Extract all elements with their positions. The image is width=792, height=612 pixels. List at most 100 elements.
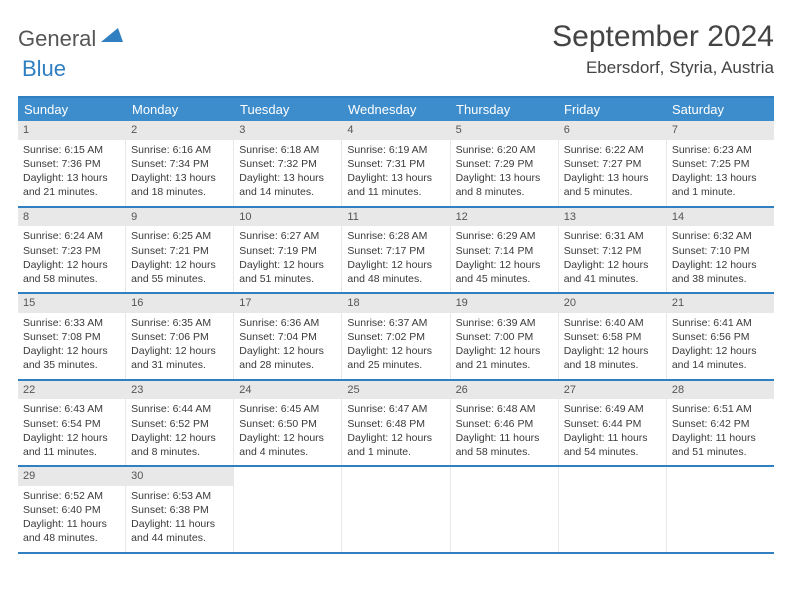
- daylight-text: Daylight: 12 hours and 25 minutes.: [347, 344, 444, 372]
- sunrise-text: Sunrise: 6:27 AM: [239, 229, 336, 243]
- daylight-text: Daylight: 13 hours and 11 minutes.: [347, 171, 444, 199]
- sunrise-text: Sunrise: 6:41 AM: [672, 316, 769, 330]
- sunset-text: Sunset: 7:25 PM: [672, 157, 769, 171]
- day-cell: 30Sunrise: 6:53 AMSunset: 6:38 PMDayligh…: [126, 467, 234, 552]
- day-cell: 26Sunrise: 6:48 AMSunset: 6:46 PMDayligh…: [451, 381, 559, 466]
- day-cell: 16Sunrise: 6:35 AMSunset: 7:06 PMDayligh…: [126, 294, 234, 379]
- sunset-text: Sunset: 7:04 PM: [239, 330, 336, 344]
- daylight-text: Daylight: 12 hours and 11 minutes.: [23, 431, 120, 459]
- sunset-text: Sunset: 7:34 PM: [131, 157, 228, 171]
- daylight-text: Daylight: 12 hours and 51 minutes.: [239, 258, 336, 286]
- sunset-text: Sunset: 7:23 PM: [23, 244, 120, 258]
- daylight-text: Daylight: 12 hours and 41 minutes.: [564, 258, 661, 286]
- daylight-text: Daylight: 11 hours and 51 minutes.: [672, 431, 769, 459]
- sunset-text: Sunset: 7:06 PM: [131, 330, 228, 344]
- daylight-text: Daylight: 11 hours and 48 minutes.: [23, 517, 120, 545]
- weekday-thu: Thursday: [450, 98, 558, 121]
- sunset-text: Sunset: 6:50 PM: [239, 417, 336, 431]
- day-number: 18: [342, 294, 449, 313]
- day-number: 15: [18, 294, 125, 313]
- weekday-sun: Sunday: [18, 98, 126, 121]
- day-number: 10: [234, 208, 341, 227]
- sunrise-text: Sunrise: 6:40 AM: [564, 316, 661, 330]
- day-cell: 7Sunrise: 6:23 AMSunset: 7:25 PMDaylight…: [667, 121, 774, 206]
- sunset-text: Sunset: 6:44 PM: [564, 417, 661, 431]
- day-number: 5: [451, 121, 558, 140]
- day-number: 9: [126, 208, 233, 227]
- daylight-text: Daylight: 11 hours and 44 minutes.: [131, 517, 228, 545]
- sunset-text: Sunset: 7:17 PM: [347, 244, 444, 258]
- day-cell: 20Sunrise: 6:40 AMSunset: 6:58 PMDayligh…: [559, 294, 667, 379]
- day-number: 17: [234, 294, 341, 313]
- week-row: 29Sunrise: 6:52 AMSunset: 6:40 PMDayligh…: [18, 467, 774, 554]
- day-number: 1: [18, 121, 125, 140]
- sunset-text: Sunset: 7:27 PM: [564, 157, 661, 171]
- sunset-text: Sunset: 7:29 PM: [456, 157, 553, 171]
- day-cell: 9Sunrise: 6:25 AMSunset: 7:21 PMDaylight…: [126, 208, 234, 293]
- daylight-text: Daylight: 12 hours and 14 minutes.: [672, 344, 769, 372]
- day-number: 14: [667, 208, 774, 227]
- sunrise-text: Sunrise: 6:33 AM: [23, 316, 120, 330]
- daylight-text: Daylight: 12 hours and 38 minutes.: [672, 258, 769, 286]
- day-cell: 11Sunrise: 6:28 AMSunset: 7:17 PMDayligh…: [342, 208, 450, 293]
- sunset-text: Sunset: 7:02 PM: [347, 330, 444, 344]
- sunset-text: Sunset: 7:00 PM: [456, 330, 553, 344]
- daylight-text: Daylight: 13 hours and 14 minutes.: [239, 171, 336, 199]
- day-number: 26: [451, 381, 558, 400]
- day-number: 4: [342, 121, 449, 140]
- daylight-text: Daylight: 12 hours and 4 minutes.: [239, 431, 336, 459]
- daylight-text: Daylight: 11 hours and 54 minutes.: [564, 431, 661, 459]
- weekday-wed: Wednesday: [342, 98, 450, 121]
- day-cell: 1Sunrise: 6:15 AMSunset: 7:36 PMDaylight…: [18, 121, 126, 206]
- sunrise-text: Sunrise: 6:36 AM: [239, 316, 336, 330]
- sunset-text: Sunset: 7:31 PM: [347, 157, 444, 171]
- day-number: 6: [559, 121, 666, 140]
- day-number: 29: [18, 467, 125, 486]
- daylight-text: Daylight: 13 hours and 5 minutes.: [564, 171, 661, 199]
- day-cell: 18Sunrise: 6:37 AMSunset: 7:02 PMDayligh…: [342, 294, 450, 379]
- sunrise-text: Sunrise: 6:25 AM: [131, 229, 228, 243]
- week-row: 22Sunrise: 6:43 AMSunset: 6:54 PMDayligh…: [18, 381, 774, 468]
- sunrise-text: Sunrise: 6:52 AM: [23, 489, 120, 503]
- day-cell: .: [667, 467, 774, 552]
- sunset-text: Sunset: 6:52 PM: [131, 417, 228, 431]
- day-number: 22: [18, 381, 125, 400]
- sunset-text: Sunset: 7:32 PM: [239, 157, 336, 171]
- day-cell: 15Sunrise: 6:33 AMSunset: 7:08 PMDayligh…: [18, 294, 126, 379]
- logo: General: [18, 20, 125, 52]
- week-row: 1 Sunrise: 6:15 AMSunset: 7:36 PM Daylight…: [18, 121, 774, 208]
- daylight-text: Daylight: 12 hours and 48 minutes.: [347, 258, 444, 286]
- daylight-text: Daylight: 12 hours and 28 minutes.: [239, 344, 336, 372]
- sunrise-text: Sunrise: 6:19 AM: [347, 143, 444, 157]
- logo-word1: General: [18, 26, 96, 52]
- daylight-text: Daylight: 12 hours and 18 minutes.: [564, 344, 661, 372]
- daylight-text: Daylight: 12 hours and 58 minutes.: [23, 258, 120, 286]
- calendar: Sunday Monday Tuesday Wednesday Thursday…: [18, 96, 774, 554]
- sunset-text: Sunset: 7:36 PM: [23, 157, 120, 171]
- day-cell: 22Sunrise: 6:43 AMSunset: 6:54 PMDayligh…: [18, 381, 126, 466]
- sunrise-text: Sunrise: 6:15 AM: [23, 143, 120, 157]
- sunset-text: Sunset: 6:58 PM: [564, 330, 661, 344]
- sunset-text: Sunset: 6:56 PM: [672, 330, 769, 344]
- week-row: 8Sunrise: 6:24 AMSunset: 7:23 PMDaylight…: [18, 208, 774, 295]
- sunrise-text: Sunrise: 6:53 AM: [131, 489, 228, 503]
- day-number: 23: [126, 381, 233, 400]
- sunrise-text: Sunrise: 6:43 AM: [23, 402, 120, 416]
- day-number: 3: [234, 121, 341, 140]
- sunrise-text: Sunrise: 6:23 AM: [672, 143, 769, 157]
- sunrise-text: Sunrise: 6:16 AM: [131, 143, 228, 157]
- daylight-text: Daylight: 12 hours and 45 minutes.: [456, 258, 553, 286]
- day-cell: .: [559, 467, 667, 552]
- weekday-sat: Saturday: [666, 98, 774, 121]
- sunrise-text: Sunrise: 6:22 AM: [564, 143, 661, 157]
- day-cell: 8Sunrise: 6:24 AMSunset: 7:23 PMDaylight…: [18, 208, 126, 293]
- month-title: September 2024: [552, 20, 774, 54]
- day-number: 28: [667, 381, 774, 400]
- day-number: 30: [126, 467, 233, 486]
- day-cell: 25Sunrise: 6:47 AMSunset: 6:48 PMDayligh…: [342, 381, 450, 466]
- day-cell: 5Sunrise: 6:20 AMSunset: 7:29 PMDaylight…: [451, 121, 559, 206]
- sunrise-text: Sunrise: 6:45 AM: [239, 402, 336, 416]
- day-number: 8: [18, 208, 125, 227]
- daylight-text: Daylight: 13 hours and 1 minute.: [672, 171, 769, 199]
- day-cell: 27Sunrise: 6:49 AMSunset: 6:44 PMDayligh…: [559, 381, 667, 466]
